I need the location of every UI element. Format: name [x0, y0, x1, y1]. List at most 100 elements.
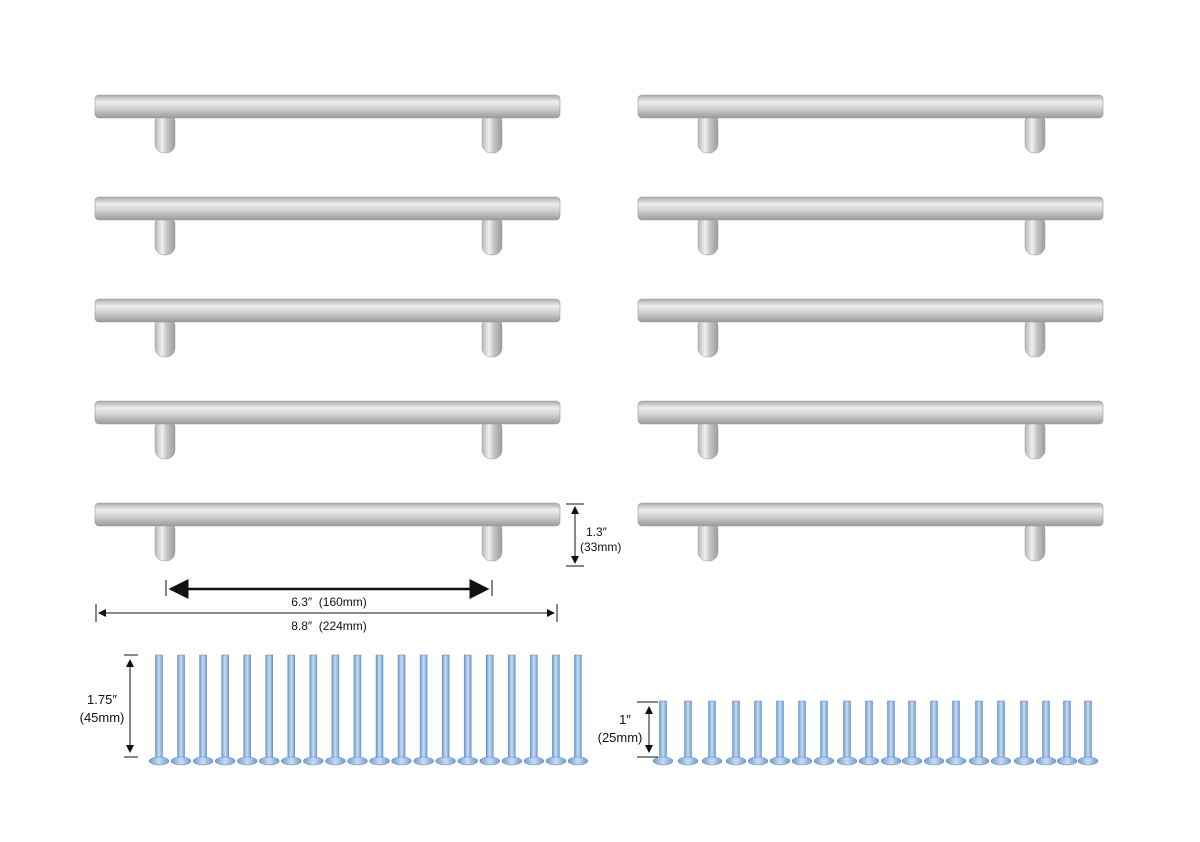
handle-post: [154, 520, 176, 562]
long-screw: [435, 654, 456, 766]
screw-shaft: [199, 654, 207, 759]
screw-shaft: [574, 654, 582, 759]
screw-head: [813, 756, 835, 766]
screw-head: [725, 756, 747, 766]
handle-bar: [94, 196, 561, 221]
screw-shaft: [659, 700, 667, 759]
screw-head: [990, 756, 1012, 766]
long-screw: [236, 654, 258, 766]
screw-head: [923, 756, 945, 766]
handle-bar: [94, 502, 561, 527]
bar-handle: [637, 298, 1104, 358]
total-length-dimension: 8.8″ (224mm): [95, 604, 558, 633]
bar-handle: [637, 196, 1104, 256]
long-screw: [192, 654, 214, 766]
long-screw: [413, 654, 434, 766]
screw-shaft: [419, 654, 428, 759]
screw-head: [170, 756, 192, 766]
screw-head: [1035, 756, 1057, 766]
handle-post: [1024, 520, 1046, 562]
short-screw: [1056, 700, 1078, 766]
screw-shaft: [508, 654, 516, 759]
screw-head: [391, 756, 412, 766]
handle-post: [1024, 112, 1046, 154]
screw-shaft: [930, 700, 938, 759]
long-screw-inches-label: 1.75″: [87, 692, 117, 707]
hole-spacing-dimension: 6.3″ (160mm): [165, 579, 493, 609]
hole-spacing-label: 6.3″ (160mm): [291, 595, 367, 609]
handle-bar: [637, 400, 1104, 425]
handles-group: [94, 94, 1104, 562]
short-screw: [968, 700, 990, 766]
handle-post: [154, 316, 176, 358]
long-screw-dimension: 1.75″ (45mm): [80, 654, 138, 758]
screw-head: [1013, 756, 1035, 766]
screw-head: [567, 756, 589, 766]
screw-head: [369, 756, 390, 766]
screw-head: [435, 756, 456, 766]
screw-shaft: [1020, 700, 1028, 759]
short-screw-inches-label: 1″: [619, 712, 631, 727]
screw-shaft: [684, 700, 692, 759]
height-dimension: 1.3″ (33mm): [566, 503, 621, 567]
screw-head: [858, 756, 880, 766]
screw-head: [259, 756, 280, 766]
screw-shaft: [463, 654, 472, 759]
handle-bar: [637, 196, 1104, 221]
screw-shaft: [997, 700, 1005, 759]
short-screw: [990, 700, 1012, 766]
long-screw: [369, 654, 390, 766]
handle-post: [697, 418, 719, 460]
screw-head: [214, 756, 236, 766]
screw-shaft: [177, 654, 185, 759]
handle-bar: [637, 502, 1104, 527]
short-screw: [725, 700, 747, 766]
handle-post: [481, 214, 503, 256]
short-screw-mm-label: (25mm): [598, 730, 643, 745]
screw-shaft: [530, 654, 538, 759]
screw-head: [236, 756, 258, 766]
short-screw: [1077, 700, 1099, 766]
long-screw: [567, 654, 589, 766]
screw-head: [791, 756, 813, 766]
screw-shaft: [975, 700, 983, 759]
screw-head: [523, 756, 545, 766]
screw-shaft: [155, 654, 163, 759]
screw-head: [457, 756, 478, 766]
short-screw: [880, 700, 902, 766]
height-mm-label: (33mm): [580, 540, 621, 554]
screw-shaft: [265, 654, 273, 759]
long-screw-mm-label: (45mm): [80, 710, 125, 725]
handle-bar: [94, 400, 561, 425]
screw-shaft: [552, 654, 560, 759]
handle-post: [481, 112, 503, 154]
screw-head: [545, 756, 567, 766]
screw-shaft: [820, 700, 828, 759]
screw-head: [1056, 756, 1078, 766]
short-screw-dimension: 1″ (25mm): [598, 701, 658, 758]
screw-shaft: [1042, 700, 1050, 759]
long-screw: [545, 654, 567, 766]
short-screw: [677, 700, 699, 766]
screw-shaft: [798, 700, 806, 759]
short-screw: [945, 700, 967, 766]
long-screw: [347, 654, 368, 766]
screw-shaft: [353, 654, 362, 759]
screws-group: [148, 654, 1099, 766]
short-screw: [858, 700, 880, 766]
long-screw: [391, 654, 412, 766]
screw-head: [1077, 756, 1099, 766]
long-screw: [170, 654, 192, 766]
short-screw: [747, 700, 769, 766]
screw-head: [148, 756, 170, 766]
screw-shaft: [1063, 700, 1071, 759]
screw-shaft: [708, 700, 716, 759]
screw-head: [281, 756, 302, 766]
screw-head: [945, 756, 967, 766]
screw-shaft: [908, 700, 916, 759]
screw-shaft: [287, 654, 296, 759]
handle-bar: [94, 298, 561, 323]
short-screw: [1013, 700, 1035, 766]
screw-shaft: [397, 654, 406, 759]
short-screw: [791, 700, 813, 766]
